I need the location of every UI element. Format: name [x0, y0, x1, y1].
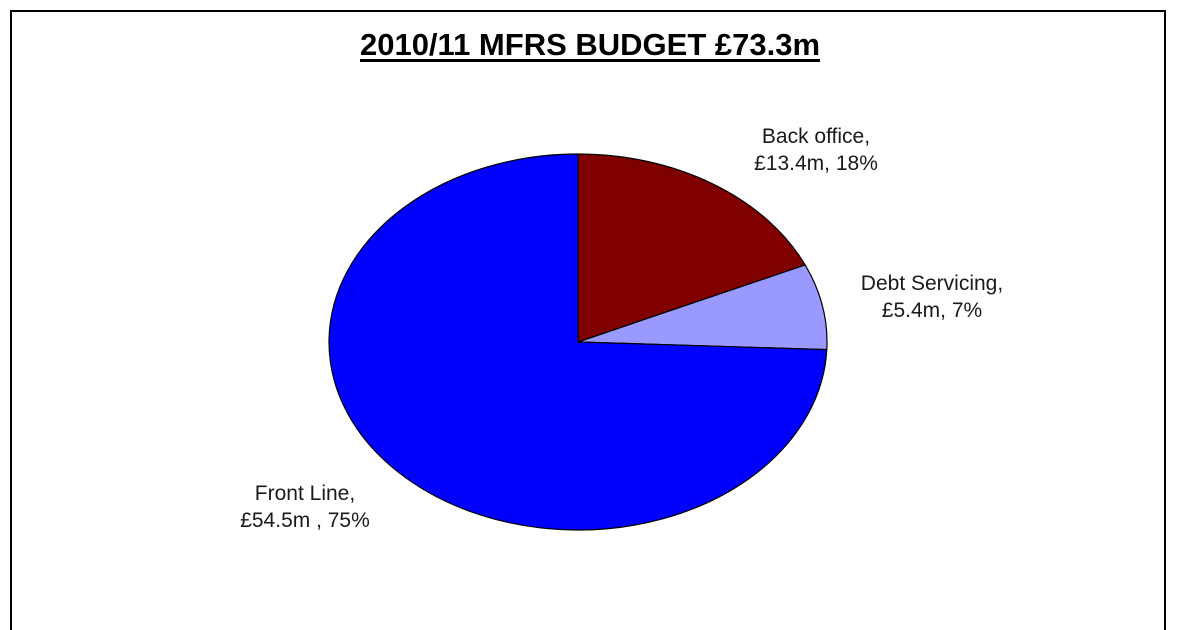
pie-slice-back-office — [577, 153, 806, 343]
slice-label-front-line-line1: Front Line, — [255, 482, 355, 505]
slice-label-back-office-line2: £13.4m, 18% — [754, 152, 878, 175]
slice-label-front-line-line2: £54.5m , 75% — [240, 509, 370, 532]
pie-slices — [328, 153, 828, 531]
pie-slice-front-line — [328, 153, 828, 531]
slice-label-debt-servicing-line1: Debt Servicing, — [861, 272, 1003, 295]
pie-slice-debt-servicing — [577, 264, 828, 351]
slice-label-back-office-line1: Back office, — [762, 125, 870, 148]
slice-label-debt-servicing-line2: £5.4m, 7% — [882, 299, 982, 322]
pie-labels: Back office, £13.4m, 18% Debt Servicing, £5… — [240, 125, 1003, 532]
chart-title: 2010/11 MFRS BUDGET £73.3m — [359, 27, 821, 62]
